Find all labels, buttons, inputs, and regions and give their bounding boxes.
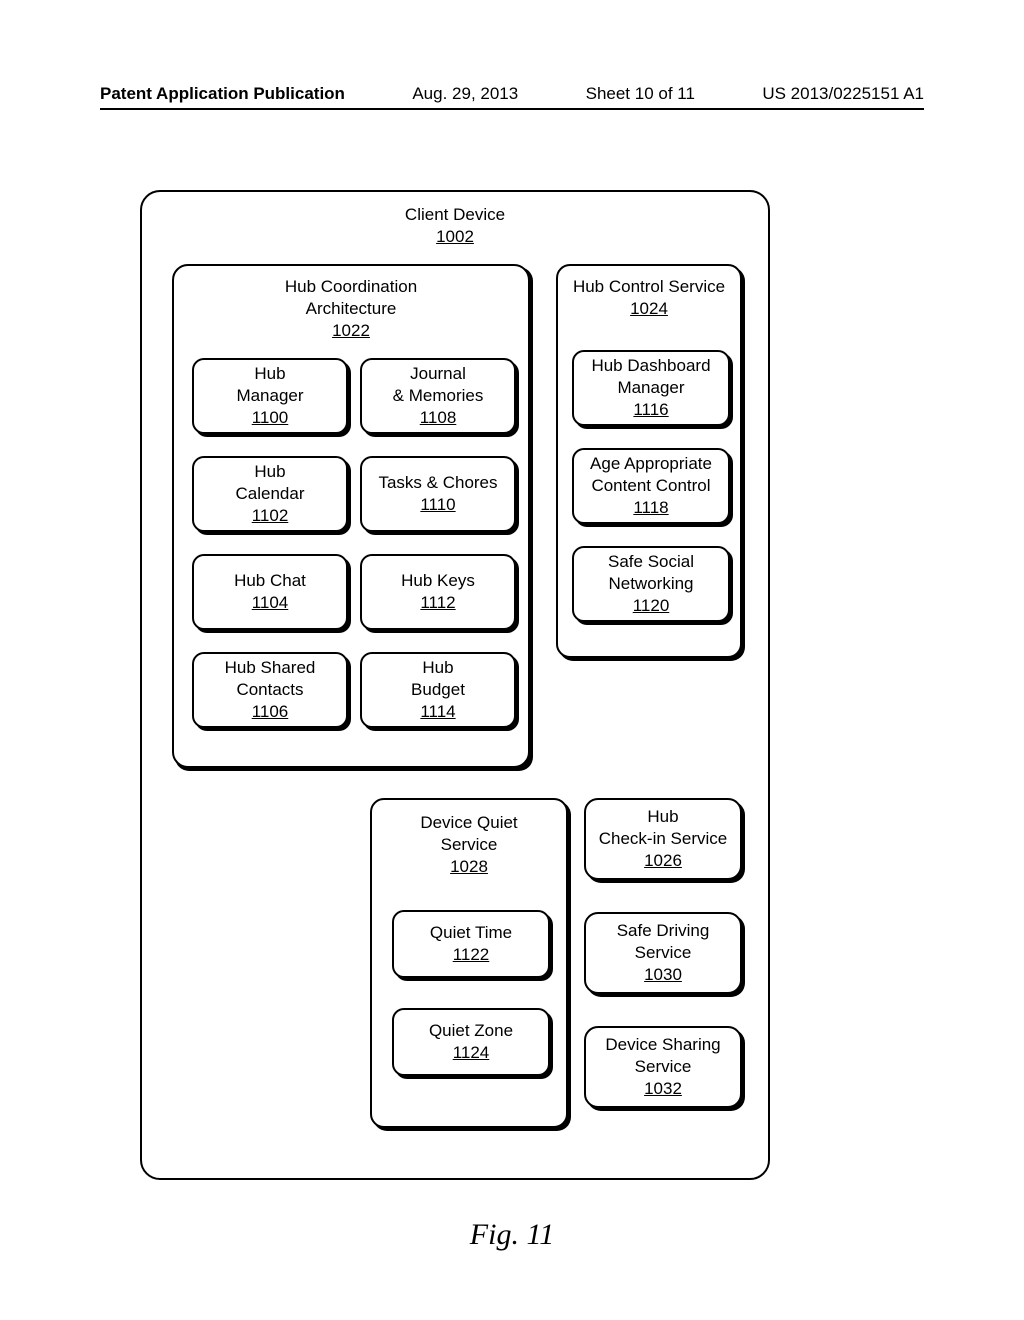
figure-caption: Fig. 11 [0, 1218, 1024, 1252]
safe-social-ref: 1120 [608, 595, 694, 617]
journal-ref: 1108 [393, 407, 484, 429]
journal-l2: & Memories [393, 385, 484, 407]
header-sheet: Sheet 10 of 11 [586, 84, 695, 104]
hca-title: Hub Coordination Architecture 1022 [285, 276, 417, 342]
hub-chat-box: Hub Chat 1104 [192, 554, 348, 630]
hub-keys-box: Hub Keys 1112 [360, 554, 516, 630]
tasks-chores-ref: 1110 [378, 494, 497, 516]
devshare-l1: Device Sharing [605, 1034, 720, 1056]
safe-driving-service-box: Safe Driving Service 1030 [584, 912, 742, 994]
hub-calendar-ref: 1102 [236, 505, 305, 527]
quiet-time-ref: 1122 [430, 944, 512, 966]
safedrive-l2: Service [617, 942, 710, 964]
hub-calendar-l2: Calendar [236, 483, 305, 505]
journal-memories-box: Journal & Memories 1108 [360, 358, 516, 434]
hub-manager-ref: 1100 [236, 407, 303, 429]
device-quiet-service-box: Device Quiet Service 1028 Quiet Time 112… [370, 798, 568, 1128]
age-l2: Content Control [590, 475, 712, 497]
dashboard-l2: Manager [591, 377, 710, 399]
journal-l1: Journal [393, 363, 484, 385]
hcs-ref: 1024 [573, 298, 725, 320]
safedrive-ref: 1030 [617, 964, 710, 986]
header-left: Patent Application Publication [100, 84, 345, 104]
hub-budget-l1: Hub [411, 657, 465, 679]
dqs-label-1: Device Quiet [420, 812, 517, 834]
hub-keys-l1: Hub Keys [401, 570, 475, 592]
checkin-l2: Check-in Service [599, 828, 728, 850]
checkin-ref: 1026 [599, 850, 728, 872]
devshare-l2: Service [605, 1056, 720, 1078]
hub-budget-l2: Budget [411, 679, 465, 701]
hub-manager-box: Hub Manager 1100 [192, 358, 348, 434]
quiet-zone-ref: 1124 [429, 1042, 513, 1064]
client-device-title: Client Device 1002 [142, 204, 768, 248]
hub-chat-ref: 1104 [234, 592, 306, 614]
hub-dashboard-manager-box: Hub Dashboard Manager 1116 [572, 350, 730, 426]
devshare-ref: 1032 [605, 1078, 720, 1100]
tasks-chores-l1: Tasks & Chores [378, 472, 497, 494]
safedrive-l1: Safe Driving [617, 920, 710, 942]
shared-contacts-ref: 1106 [225, 701, 316, 723]
dqs-title: Device Quiet Service 1028 [420, 812, 517, 878]
hca-ref: 1022 [285, 320, 417, 342]
checkin-l1: Hub [599, 806, 728, 828]
header-pubnum: US 2013/0225151 A1 [762, 84, 924, 104]
quiet-time-box: Quiet Time 1122 [392, 910, 550, 978]
hcs-label: Hub Control Service [573, 276, 725, 298]
age-l1: Age Appropriate [590, 453, 712, 475]
shared-contacts-l1: Hub Shared [225, 657, 316, 679]
hub-checkin-service-box: Hub Check-in Service 1026 [584, 798, 742, 880]
hub-calendar-l1: Hub [236, 461, 305, 483]
device-sharing-service-box: Device Sharing Service 1032 [584, 1026, 742, 1108]
shared-contacts-l2: Contacts [225, 679, 316, 701]
hub-control-service-box: Hub Control Service 1024 Hub Dashboard M… [556, 264, 742, 658]
safe-social-networking-box: Safe Social Networking 1120 [572, 546, 730, 622]
safe-social-l2: Networking [608, 573, 694, 595]
dqs-ref: 1028 [420, 856, 517, 878]
hub-budget-box: Hub Budget 1114 [360, 652, 516, 728]
safe-social-l1: Safe Social [608, 551, 694, 573]
hub-keys-ref: 1112 [401, 592, 475, 614]
dqs-label-2: Service [420, 834, 517, 856]
hca-label-2: Architecture [285, 298, 417, 320]
client-device-box: Client Device 1002 Hub Coordination Arch… [140, 190, 770, 1180]
quiet-zone-box: Quiet Zone 1124 [392, 1008, 550, 1076]
hub-shared-contacts-box: Hub Shared Contacts 1106 [192, 652, 348, 728]
quiet-zone-l1: Quiet Zone [429, 1020, 513, 1042]
hub-chat-l1: Hub Chat [234, 570, 306, 592]
age-appropriate-content-control-box: Age Appropriate Content Control 1118 [572, 448, 730, 524]
dashboard-ref: 1116 [591, 399, 710, 421]
quiet-time-l1: Quiet Time [430, 922, 512, 944]
figure-label: Fig. 11 [470, 1218, 554, 1251]
dashboard-l1: Hub Dashboard [591, 355, 710, 377]
header-date: Aug. 29, 2013 [412, 84, 518, 104]
hub-calendar-box: Hub Calendar 1102 [192, 456, 348, 532]
tasks-chores-box: Tasks & Chores 1110 [360, 456, 516, 532]
hub-manager-l1: Hub [236, 363, 303, 385]
hub-budget-ref: 1114 [411, 701, 465, 723]
hub-coordination-architecture-box: Hub Coordination Architecture 1022 Hub M… [172, 264, 530, 768]
client-device-label: Client Device [142, 204, 768, 226]
hub-manager-l2: Manager [236, 385, 303, 407]
age-ref: 1118 [590, 497, 712, 519]
page-header: Patent Application Publication Aug. 29, … [100, 84, 924, 110]
hca-label-1: Hub Coordination [285, 276, 417, 298]
hcs-title: Hub Control Service 1024 [573, 276, 725, 320]
client-device-ref: 1002 [142, 226, 768, 248]
